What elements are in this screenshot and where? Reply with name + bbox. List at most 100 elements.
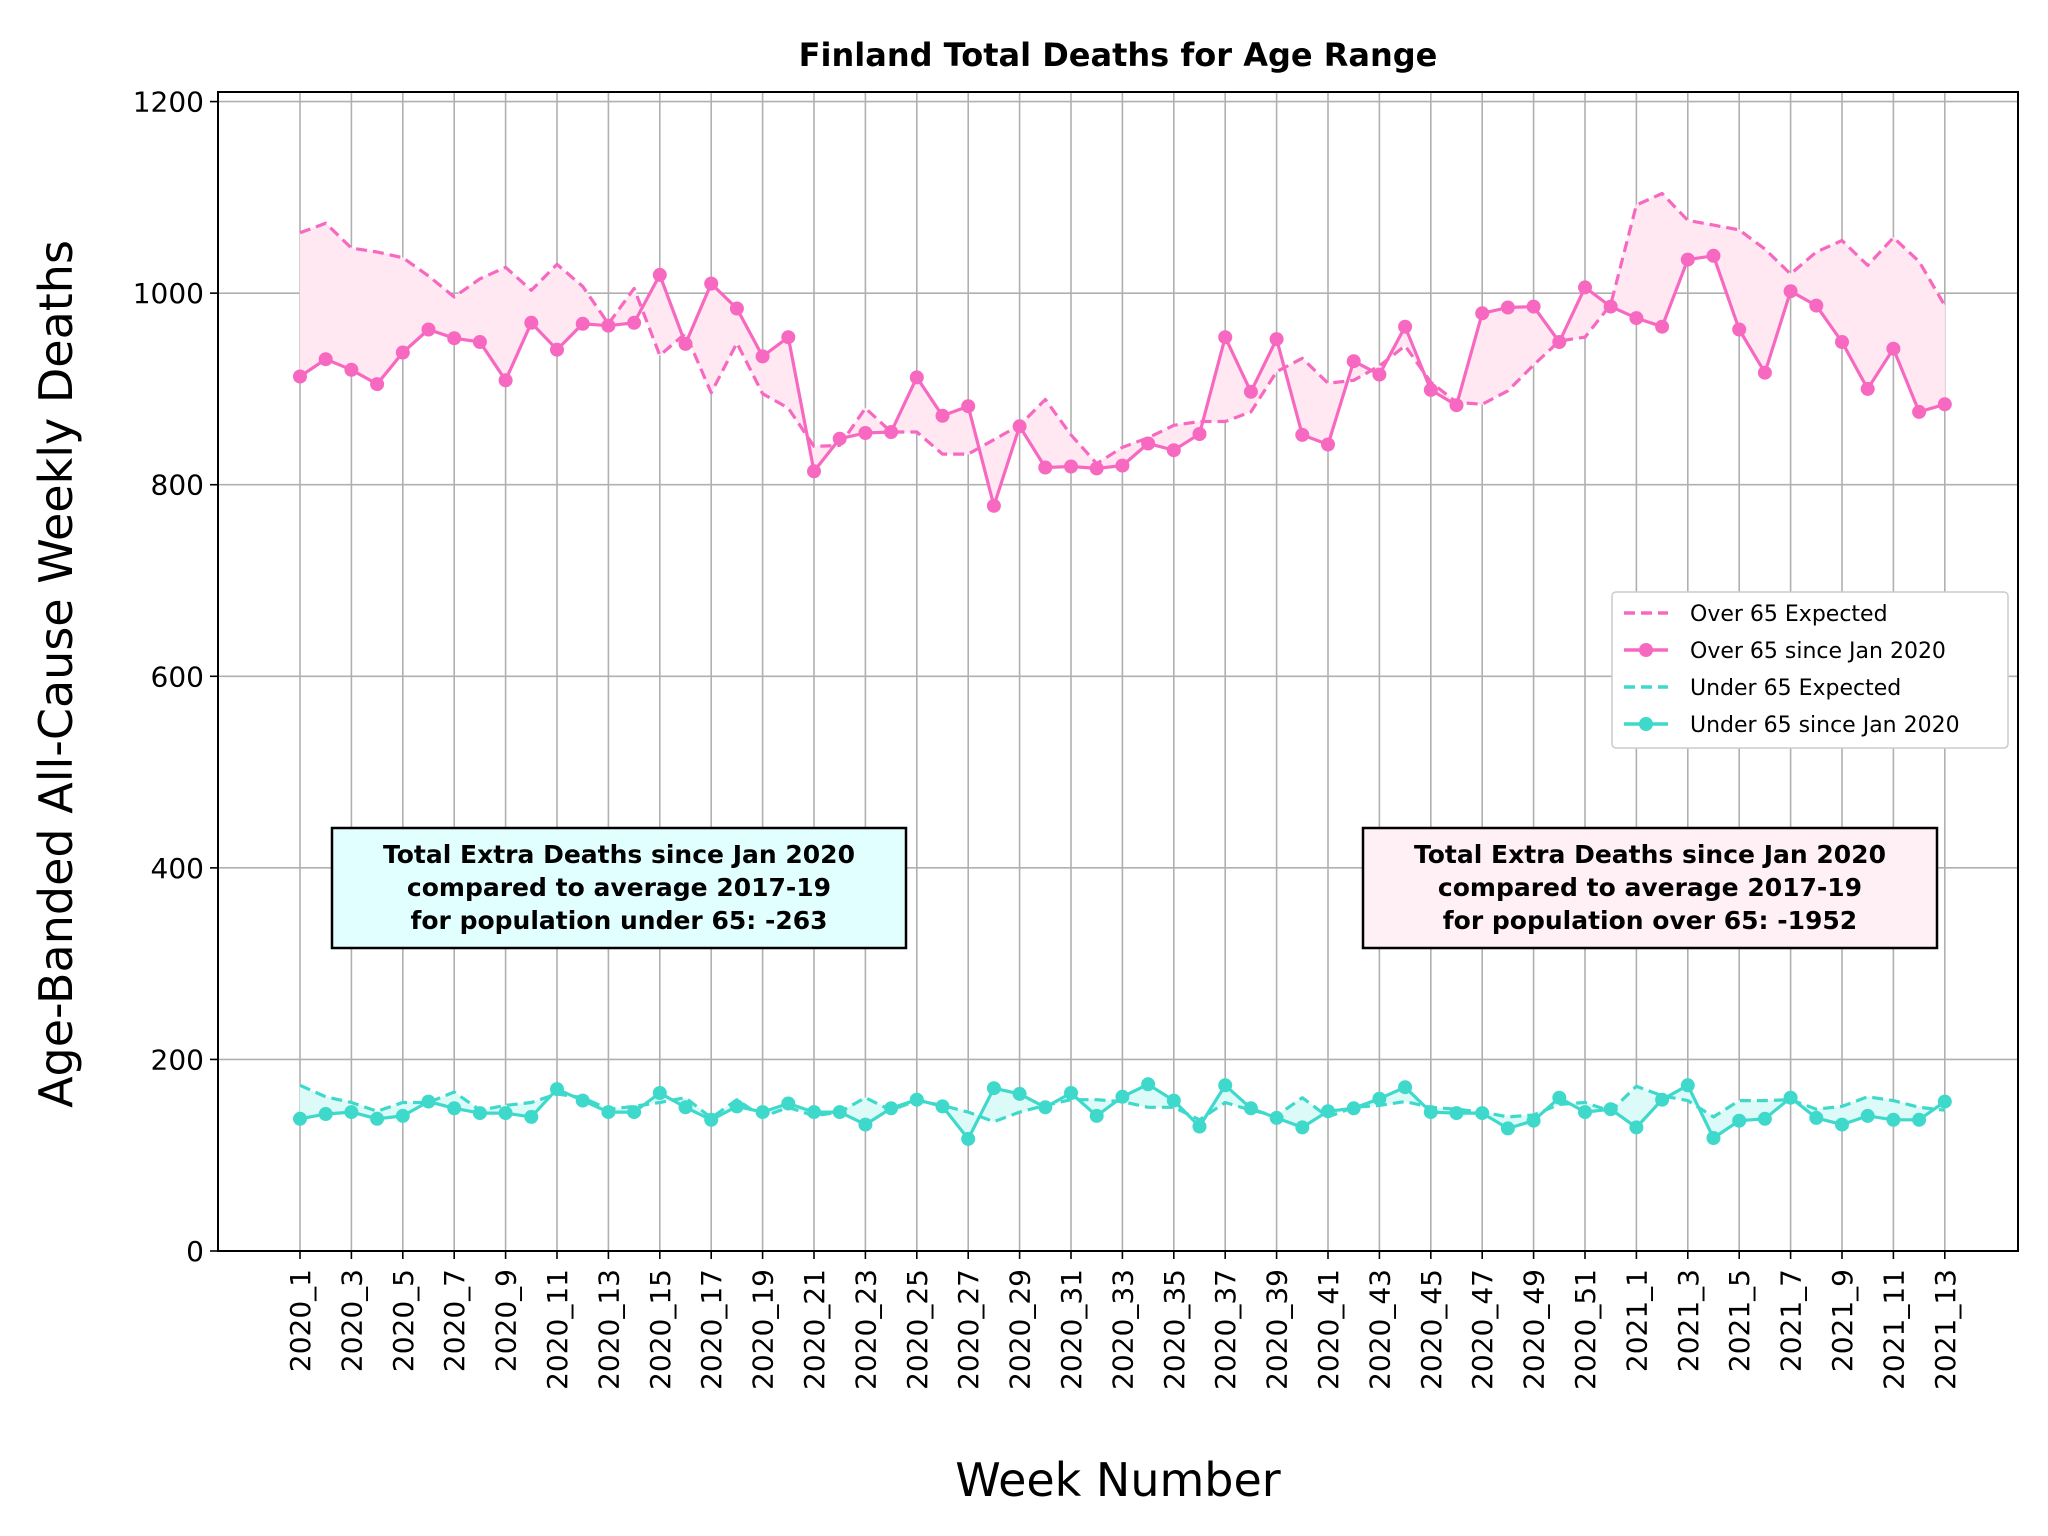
y-tick-label: 0 (186, 1235, 204, 1268)
data-point (421, 1094, 436, 1109)
data-point (550, 1082, 564, 1097)
data-point (1526, 1113, 1541, 1128)
x-tick-label: 2020_11 (541, 1269, 574, 1390)
data-point (678, 1100, 693, 1115)
x-tick-label: 2020_47 (1466, 1269, 1499, 1390)
data-point (652, 267, 667, 282)
data-point (421, 322, 436, 337)
data-point (1475, 306, 1490, 321)
data-point (1192, 1119, 1207, 1134)
x-tick-label: 2020_9 (490, 1269, 523, 1372)
data-point (1295, 427, 1310, 442)
data-point (395, 1108, 410, 1123)
legend-marker (1639, 717, 1653, 731)
data-point (627, 315, 642, 330)
data-point (370, 1111, 385, 1126)
data-point (961, 399, 976, 414)
x-tick-label: 2020_45 (1415, 1269, 1448, 1390)
y-axis-label: Age-Banded All-Cause Weekly Deaths (29, 240, 83, 1108)
annotation-line: for population under 65: -263 (410, 906, 827, 935)
x-tick-label: 2020_23 (849, 1269, 882, 1390)
data-point (935, 408, 950, 423)
x-tick-label: 2021_7 (1775, 1269, 1808, 1372)
data-point (1809, 1110, 1824, 1125)
data-point (1860, 381, 1875, 396)
data-point (1783, 284, 1798, 299)
data-point (781, 330, 796, 345)
data-point (1835, 335, 1849, 349)
data-point (1732, 322, 1747, 337)
data-point (1809, 298, 1824, 313)
data-point (1475, 1106, 1490, 1121)
data-point (884, 425, 899, 439)
annotation-line: for population over 65: -1952 (1443, 906, 1857, 935)
plot-frame (217, 91, 2019, 1252)
x-tick-label: 2020_51 (1569, 1269, 1602, 1390)
x-ticks: 2020_1 2020_3 2020_5 2020_7 2020_9 2020_11 202… (284, 1251, 1962, 1390)
legend-entry-under65-expected: Under 65 Expected (1624, 676, 1901, 701)
data-point (1064, 459, 1078, 474)
legend: Over 65 Expected Over 65 since Jan 2020 … (1611, 591, 2009, 749)
data-point (1680, 252, 1695, 267)
data-point (1038, 460, 1053, 475)
data-point (601, 1105, 616, 1120)
data-point (652, 1086, 667, 1100)
x-tick-label: 2021_3 (1672, 1269, 1705, 1372)
data-point (1835, 1117, 1849, 1132)
data-point (395, 345, 410, 360)
data-point (1064, 1086, 1078, 1100)
x-tick-label: 2020_31 (1055, 1269, 1088, 1390)
data-point (1629, 1120, 1644, 1135)
chart-title: Finland Total Deaths for Age Range (799, 36, 1438, 74)
x-tick-label: 2020_39 (1261, 1269, 1294, 1390)
x-tick-label: 2021_11 (1877, 1269, 1910, 1390)
data-point (858, 426, 873, 440)
data-point (318, 352, 333, 367)
data-point (1012, 1086, 1027, 1101)
data-point (1500, 1121, 1515, 1136)
data-point (1166, 1093, 1181, 1108)
annotation-line: compared to average 2017-19 (1438, 873, 1862, 902)
data-point (1423, 1105, 1438, 1120)
data-point (1578, 1105, 1592, 1120)
data-point (1552, 1090, 1567, 1105)
data-point (344, 1105, 359, 1120)
y-tick-label: 800 (151, 469, 204, 502)
data-point (1141, 436, 1156, 451)
x-tick-label: 2020_41 (1312, 1269, 1345, 1390)
data-point (1038, 1100, 1053, 1115)
x-tick-label: 2020_7 (438, 1269, 471, 1372)
x-tick-label: 2020_49 (1518, 1269, 1551, 1390)
x-tick-label: 2020_43 (1363, 1269, 1396, 1390)
legend-label: Over 65 Expected (1690, 602, 1888, 627)
data-point (293, 369, 307, 384)
x-tick-label: 2021_5 (1723, 1269, 1756, 1372)
series-line (299, 191, 1947, 466)
data-point (1552, 335, 1567, 349)
data-point (961, 1131, 976, 1146)
data-point (704, 1112, 719, 1127)
x-tick-label: 2020_33 (1106, 1269, 1139, 1390)
data-point (1603, 299, 1618, 314)
series-lines (293, 191, 1952, 1146)
data-point (884, 1101, 899, 1116)
series-0 (299, 191, 1947, 466)
x-tick-label: 2020_37 (1209, 1269, 1242, 1390)
x-tick-label: 2020_35 (1158, 1269, 1191, 1390)
data-point (1012, 419, 1027, 434)
data-point (1321, 437, 1335, 452)
data-point (1680, 1078, 1695, 1093)
data-point (1372, 367, 1387, 382)
data-point (1346, 1101, 1361, 1116)
x-tick-label: 2020_27 (952, 1269, 985, 1390)
series-1 (293, 248, 1952, 513)
series-3 (293, 1077, 1952, 1146)
data-point (704, 276, 719, 291)
data-point (986, 1081, 1001, 1096)
data-point (370, 377, 385, 392)
x-tick-label: 2020_29 (1004, 1269, 1037, 1390)
x-tick-label: 2020_21 (798, 1269, 831, 1390)
data-point (1886, 341, 1901, 356)
data-point (524, 315, 539, 330)
data-point (1218, 1078, 1233, 1093)
